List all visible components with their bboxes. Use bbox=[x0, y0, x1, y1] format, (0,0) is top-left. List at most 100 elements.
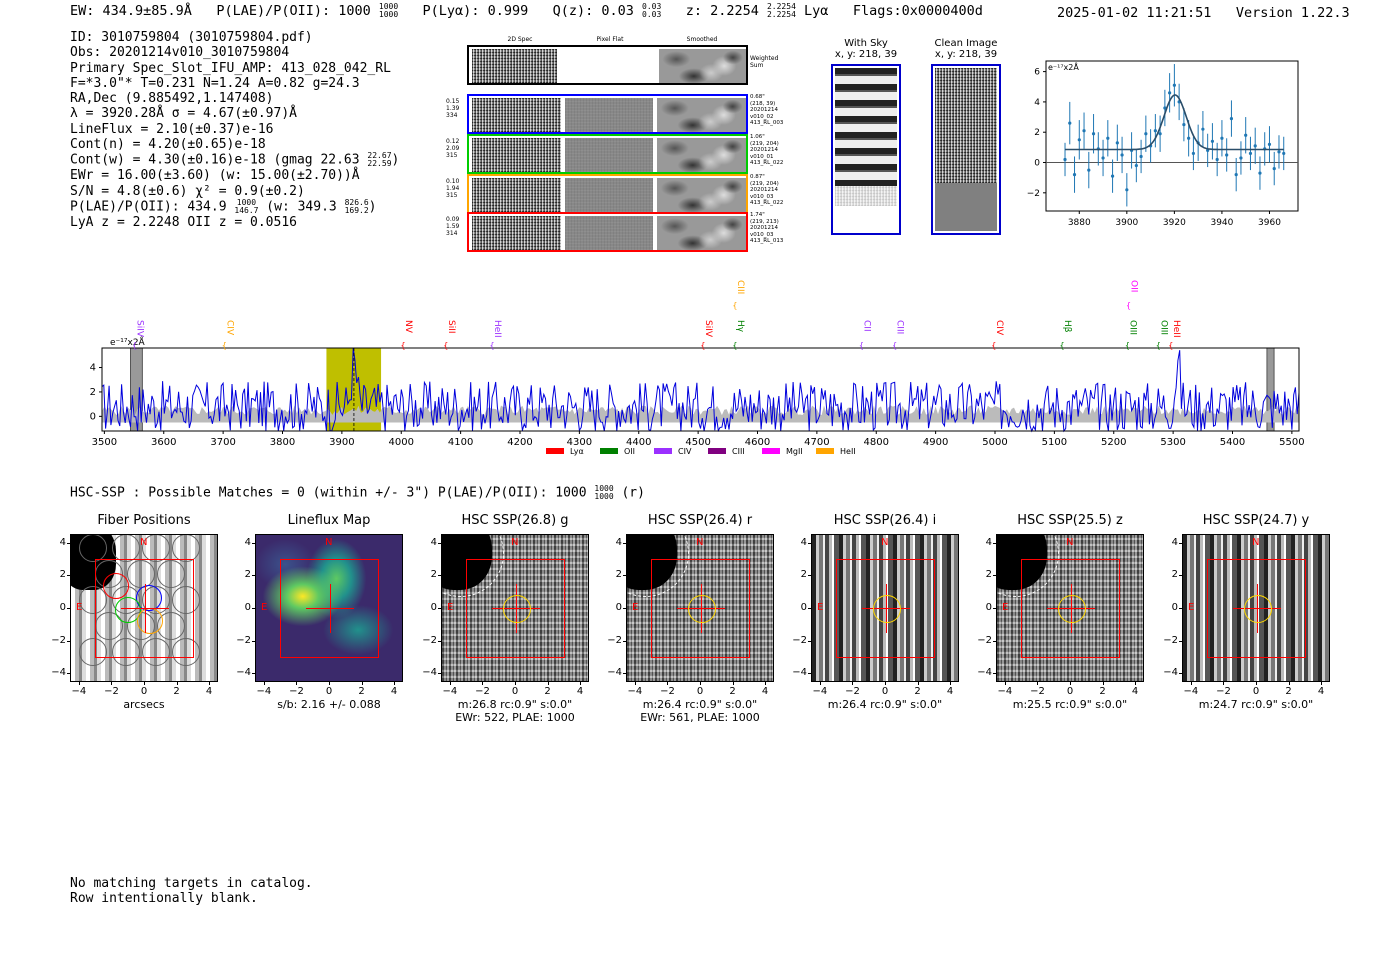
zoom-data-point bbox=[1125, 188, 1129, 192]
north-label: N bbox=[325, 537, 333, 548]
image-ytick-label: 0 bbox=[244, 602, 251, 613]
image-ytick-label: 2 bbox=[985, 569, 992, 581]
cutout-row-meta: 0.87" (219, 204) 20201214 v010_03 413_RL_022 bbox=[750, 174, 783, 207]
image-ytick-label: 4 bbox=[1171, 536, 1178, 548]
aperture-circle bbox=[503, 594, 531, 623]
image-xtick bbox=[1321, 682, 1323, 685]
cutout-stat: 315 bbox=[446, 192, 458, 199]
cutout-row-stats: 0.09 1.59 314 bbox=[446, 216, 459, 237]
zoom-data-point bbox=[1172, 83, 1176, 87]
info-plae: P(LAE)/P(OII): 434.9 1000 146.7 (w: 349.3… bbox=[70, 197, 377, 215]
zoom-ytick-label: 2 bbox=[1034, 128, 1040, 138]
spectrum-frame bbox=[101, 347, 1300, 432]
image-caption-line: m:24.7 rc:0.9" s:0.0" bbox=[1198, 698, 1314, 711]
image-xtick bbox=[78, 682, 80, 685]
cutout-stat: 0.09 bbox=[446, 216, 460, 223]
info-lineflux: LineFlux = 2.10(±0.37)e-16 bbox=[70, 121, 274, 137]
image-ytick bbox=[808, 575, 811, 577]
image-ytick bbox=[623, 542, 626, 544]
image-xtick bbox=[449, 682, 451, 685]
spectrum-xtick-label: 4500 bbox=[685, 437, 710, 448]
header-ew: EW: 434.9±85.9Å bbox=[70, 3, 192, 19]
image-xtick-label: −2 bbox=[104, 686, 119, 697]
col-label-smooth: Smoothed bbox=[686, 36, 718, 43]
cutout-meta-line: 0.68" bbox=[750, 94, 765, 100]
zoom-data-point bbox=[1115, 141, 1119, 145]
zoom-data-point bbox=[1210, 139, 1215, 143]
zoom-unit-label: e⁻¹⁷x2Å bbox=[1048, 61, 1079, 72]
image-ytick-label: 2 bbox=[615, 569, 622, 581]
cutout-meta-line: v010_03 bbox=[750, 231, 774, 238]
zoom-data-point bbox=[1106, 136, 1110, 140]
emission-line-label: Hβ bbox=[1062, 320, 1072, 333]
aperture-box bbox=[465, 558, 566, 659]
zoom-data-point bbox=[1267, 142, 1272, 146]
zoom-ytick-label: 4 bbox=[1034, 98, 1040, 108]
emission-line-label: SiIV bbox=[135, 320, 145, 338]
image-xtick bbox=[209, 682, 211, 685]
image-caption-line: m:26.8 rc:0.9" s:0.0" bbox=[457, 698, 573, 711]
zoom-data-point bbox=[1163, 106, 1167, 110]
image-ytick-label: 0 bbox=[615, 602, 622, 613]
fiber-circle bbox=[112, 638, 140, 666]
image-caption-1: arcsecs bbox=[50, 698, 238, 711]
cutout-meta-line: 20201214 bbox=[750, 107, 778, 113]
emission-line-bracket: { bbox=[700, 341, 705, 350]
image-xtick-label: 0 bbox=[325, 686, 333, 697]
zoom-line-fit-chart: 6 4 2 0 −2 3880 3900 3920 3940 3960 e⁻¹⁷x2Å bbox=[1027, 60, 1299, 228]
spectrum-xtick-label: 4400 bbox=[626, 437, 651, 448]
fiber-circle bbox=[79, 535, 107, 562]
image-xtick bbox=[482, 682, 484, 685]
zoom-data-point bbox=[1153, 129, 1157, 133]
image-panel-2 bbox=[255, 534, 403, 682]
zoom-gaussian-fit bbox=[1065, 94, 1284, 151]
image-xtick-label: 0 bbox=[140, 686, 148, 697]
east-label: E bbox=[76, 602, 83, 613]
image-ytick bbox=[1179, 542, 1182, 544]
image-ytick bbox=[252, 608, 255, 609]
east-label: E bbox=[261, 602, 268, 613]
image-xtick-label: 0 bbox=[696, 686, 704, 697]
zoom-data-point bbox=[1101, 156, 1105, 160]
image-xtick bbox=[547, 682, 549, 685]
zoom-data-point bbox=[1158, 132, 1162, 136]
crosshair-vertical bbox=[330, 583, 331, 633]
emission-line-bracket: { bbox=[1126, 301, 1131, 310]
info-contw: Cont(w) = 4.30(±0.16)e-18 (gmag 22.63 22… bbox=[70, 151, 400, 169]
image-ytick bbox=[993, 542, 996, 544]
crosshair-horizontal bbox=[121, 607, 169, 609]
cutout-row-stats: 0.12 2.09 315 bbox=[446, 138, 459, 159]
spectrum-ytick-label: 2 bbox=[90, 387, 96, 398]
image-xtick-label: −2 bbox=[845, 686, 860, 697]
zoom-data-point bbox=[1187, 136, 1191, 140]
zoom-data-point bbox=[1139, 154, 1143, 159]
image-title-1: Fiber Positions bbox=[97, 513, 191, 528]
image-ytick bbox=[67, 575, 70, 577]
emission-line-label: SiII bbox=[446, 320, 456, 334]
cutout-stat: 1.39 bbox=[446, 105, 460, 112]
image-ytick bbox=[438, 575, 441, 577]
aperture-circle bbox=[1244, 594, 1272, 623]
cutout-stat: 334 bbox=[446, 112, 458, 119]
emission-line-label: CII bbox=[861, 320, 871, 332]
image-ytick-label: −4 bbox=[51, 667, 66, 679]
image-ytick bbox=[1179, 673, 1182, 675]
spectrum-xtick-label: 4900 bbox=[923, 437, 948, 448]
emission-line-bracket: { bbox=[732, 301, 737, 310]
image-ytick bbox=[252, 673, 255, 675]
north-label: N bbox=[1066, 537, 1074, 548]
image-caption-line: m:26.4 rc:0.9" s:0.0" bbox=[827, 698, 943, 711]
zoom-ytick-label: 6 bbox=[1034, 68, 1040, 78]
image-caption-line: m:25.5 rc:0.9" s:0.0" bbox=[1012, 698, 1128, 711]
info-id: ID: 3010759804 (3010759804.pdf) bbox=[70, 30, 313, 45]
image-ytick-label: −2 bbox=[51, 634, 66, 646]
image-xtick bbox=[1102, 682, 1104, 685]
image-ytick-label: 4 bbox=[800, 536, 807, 548]
image-caption-line: s/b: 2.16 +/- 0.088 bbox=[277, 698, 381, 711]
cutout-smoothed bbox=[657, 138, 746, 172]
image-ytick-label: −2 bbox=[1163, 634, 1178, 646]
image-panel-3 bbox=[441, 534, 589, 682]
info-block: ID: 3010759804 (3010759804.pdf) Obs: 202… bbox=[70, 30, 399, 230]
image-caption-4: m:26.4 rc:0.9" s:0.0" EWr: 561, PLAE: 100… bbox=[606, 698, 794, 724]
cutout-stat: 2.09 bbox=[446, 145, 460, 152]
